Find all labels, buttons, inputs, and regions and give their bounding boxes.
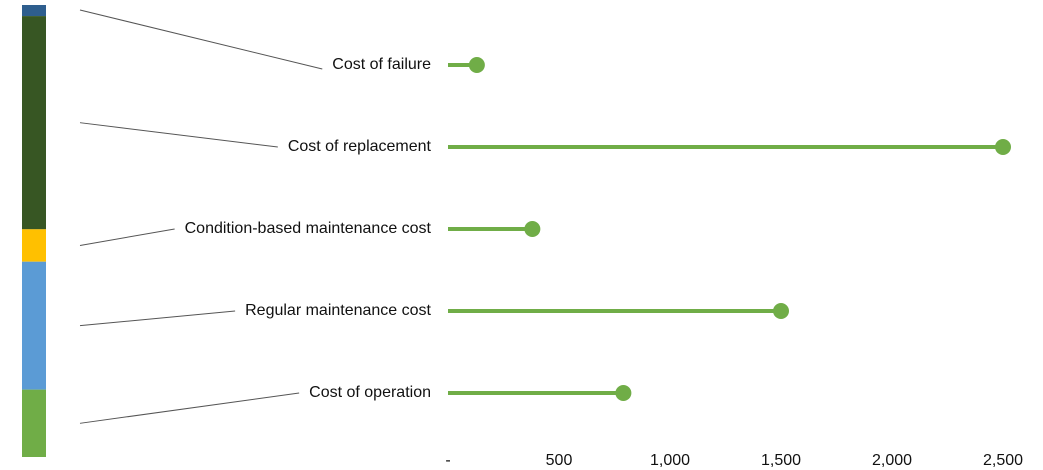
category-label: Condition-based maintenance cost [185, 220, 432, 237]
x-tick-label: - [445, 452, 450, 469]
x-tick-label: 2,000 [872, 452, 912, 469]
leader-line [79, 228, 175, 246]
stack-segment [22, 261, 46, 390]
leader-line [79, 392, 300, 424]
category-label: Regular maintenance cost [245, 302, 431, 319]
leader-line [79, 122, 278, 148]
stack-segment [22, 16, 46, 230]
category-label: Cost of replacement [288, 138, 432, 155]
leader-line [79, 310, 236, 327]
stack-segment [22, 229, 46, 262]
x-tick-label: 500 [546, 452, 573, 469]
lollipop-dot [615, 385, 632, 401]
category-label: Cost of failure [332, 56, 431, 73]
lollipop-dot [995, 139, 1011, 155]
x-tick-label: 1,500 [761, 452, 801, 469]
stack-segment [22, 389, 46, 457]
x-tick-label: 2,500 [983, 452, 1023, 469]
lollipop-dot [468, 57, 485, 73]
lollipop-dot [773, 303, 789, 319]
lollipop-dot [524, 221, 541, 237]
x-tick-label: 1,000 [650, 452, 690, 469]
category-label: Cost of operation [309, 384, 431, 401]
leader-line [79, 9, 323, 70]
stack-segment [22, 5, 46, 17]
